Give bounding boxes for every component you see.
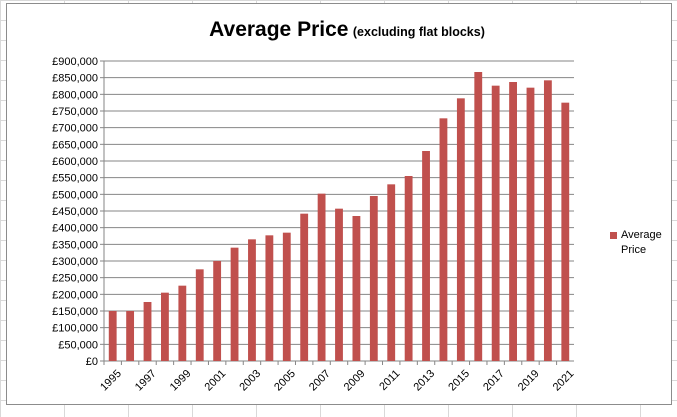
x-tick-label: 2015: [446, 368, 472, 394]
y-tick-label: £850,000: [52, 73, 98, 85]
bar-2011[interactable]: [387, 184, 396, 361]
y-tick-label: £300,000: [52, 256, 98, 268]
bar-2009[interactable]: [352, 216, 361, 361]
bar-1996[interactable]: [126, 311, 135, 361]
bar-2003[interactable]: [248, 239, 256, 361]
y-tick-label: £400,000: [52, 223, 98, 235]
bar-2010[interactable]: [369, 196, 378, 361]
x-tick-label: 2001: [203, 368, 229, 394]
bar-2015[interactable]: [456, 98, 465, 361]
bar-1995[interactable]: [108, 311, 117, 361]
bar-2004[interactable]: [265, 235, 274, 361]
x-tick-label: 2003: [237, 368, 263, 394]
legend-label: Average Price: [621, 229, 662, 256]
x-tick-label: 2007: [307, 368, 333, 394]
y-tick-label: £550,000: [52, 173, 98, 185]
legend-swatch: [610, 232, 617, 239]
bar-2014[interactable]: [439, 118, 448, 361]
y-tick-label: £250,000: [52, 273, 98, 285]
chart-area[interactable]: Average Price (excluding flat blocks) £0…: [6, 3, 672, 405]
bar-1999[interactable]: [178, 285, 187, 361]
y-tick-label: £200,000: [52, 289, 98, 301]
bar-2017[interactable]: [491, 85, 500, 362]
x-tick-label: 2011: [377, 368, 402, 393]
x-tick-label: 1999: [168, 368, 194, 394]
bar-2001[interactable]: [213, 261, 222, 361]
x-tick-label: 2017: [481, 368, 507, 394]
y-tick-label: £900,000: [52, 56, 98, 68]
plot-area: £0 £50,000 £100,000 £150,000 £200,000 £250,00…: [52, 56, 577, 394]
bar-2005[interactable]: [282, 232, 291, 361]
x-tick-label: 2009: [342, 368, 368, 394]
y-tick-label: £450,000: [52, 206, 98, 218]
bar-2006[interactable]: [300, 213, 309, 361]
y-tick-label: £100,000: [52, 323, 98, 335]
x-tick-label: 1995: [98, 368, 124, 394]
bar-2021[interactable]: [561, 102, 570, 362]
x-tick-label: 2013: [411, 368, 437, 394]
y-tick-label: £150,000: [52, 306, 98, 318]
y-tick-label: £350,000: [52, 239, 98, 251]
y-tick-label: £700,000: [52, 123, 98, 135]
chart-title-main: Average Price: [209, 18, 349, 41]
bar-1997[interactable]: [143, 302, 152, 361]
y-tick-label: £750,000: [52, 106, 98, 118]
chart-title: Average Price (excluding flat blocks): [7, 18, 677, 42]
x-tick-label: 2005: [272, 368, 298, 394]
x-tick-label: 2019: [516, 368, 542, 394]
bar-2012[interactable]: [404, 176, 413, 361]
y-tick-label: £650,000: [52, 139, 98, 151]
bar-2019[interactable]: [526, 87, 535, 362]
x-tick-label: 1997: [133, 368, 159, 394]
y-tick-label: £500,000: [52, 189, 98, 201]
bar-2000[interactable]: [195, 269, 204, 361]
chart-title-sub: (excluding flat blocks): [352, 25, 485, 39]
y-tick-label: £0: [86, 356, 98, 368]
x-tick-label: 2021: [551, 368, 577, 394]
bar-2013[interactable]: [422, 151, 430, 361]
y-tick-label: £800,000: [52, 89, 98, 101]
bar-2007[interactable]: [317, 193, 326, 361]
y-tick-label: £600,000: [52, 156, 98, 168]
bar-2020[interactable]: [543, 80, 552, 361]
bar-1998[interactable]: [161, 292, 169, 361]
y-tick-label: £50,000: [58, 339, 98, 351]
bar-2018[interactable]: [509, 82, 517, 361]
bar-2002[interactable]: [230, 247, 239, 361]
bar-2008[interactable]: [335, 208, 343, 361]
bar-2016[interactable]: [474, 72, 483, 361]
